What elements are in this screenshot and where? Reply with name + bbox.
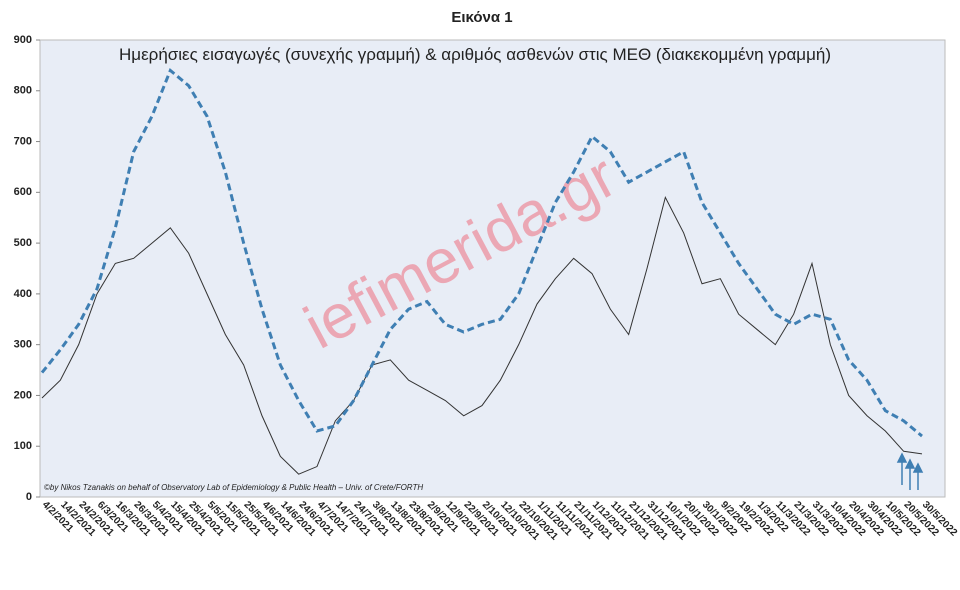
y-tick-label: 300: [14, 339, 32, 351]
chart-subtitle: Ημερήσιες εισαγωγές (συνεχής γραμμή) & α…: [119, 45, 831, 64]
y-tick-label: 400: [14, 288, 32, 300]
y-tick-label: 800: [14, 85, 32, 97]
series-line: [41, 196, 923, 475]
credit: ©by Nikos Tzanakis on behalf of Observat…: [44, 483, 423, 492]
y-tick-label: 0: [26, 491, 32, 503]
arrows: [896, 452, 924, 490]
chart-title: Εικόνα 1: [451, 9, 512, 26]
plot-area: [39, 39, 946, 498]
y-tick-label: 600: [14, 186, 32, 198]
y-tick-label: 500: [14, 237, 32, 249]
y-tick-label: 100: [14, 440, 32, 452]
y-tick-label: 700: [14, 135, 32, 147]
y-tick-label: 900: [14, 34, 32, 46]
series-line: [40, 67, 923, 438]
y-tick-label: 200: [14, 389, 32, 401]
